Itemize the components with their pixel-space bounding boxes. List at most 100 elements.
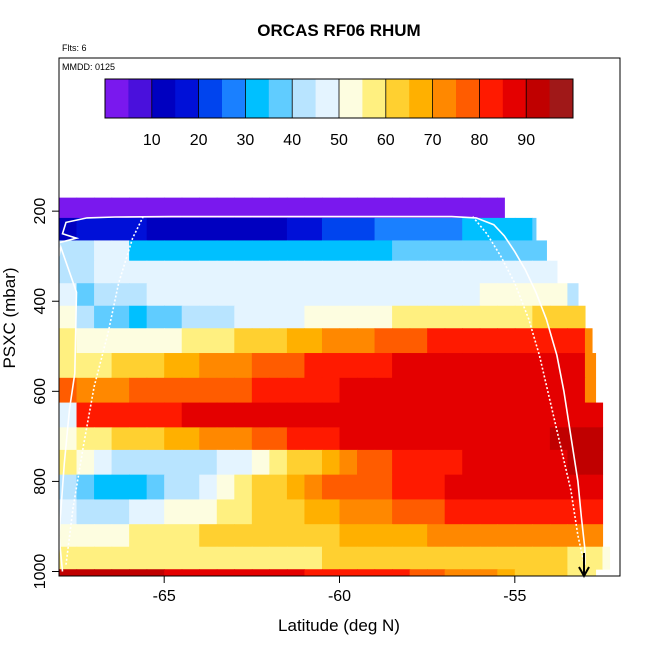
heat-cell [76, 427, 95, 451]
heat-cell [251, 546, 270, 570]
heat-cell [427, 260, 446, 284]
heat-cell [514, 524, 533, 548]
heat-cell [584, 524, 604, 548]
heat-cell [444, 377, 463, 403]
heat-cell [321, 546, 341, 570]
heat-cell [444, 260, 463, 284]
heat-cell [111, 427, 130, 451]
heat-cell [164, 217, 183, 241]
colorbar-tick-label: 30 [237, 132, 255, 149]
heat-cell [497, 402, 516, 428]
heat-cell [392, 449, 411, 476]
heat-cell [602, 546, 611, 570]
heat-cell [479, 260, 498, 284]
heat-cell [514, 328, 533, 354]
heat-cell [164, 240, 183, 262]
x-axis: -65 -60 -55 [153, 576, 526, 605]
heat-cell [234, 197, 253, 219]
heat-cell [94, 546, 113, 570]
heat-cell [164, 353, 183, 379]
heat-cell [392, 260, 411, 284]
heat-cell [549, 524, 569, 548]
heat-cell [269, 240, 288, 262]
heat-cell [234, 499, 253, 525]
heat-cell [427, 217, 446, 241]
heat-cell [427, 402, 446, 428]
heat-cell [181, 377, 200, 403]
heat-cell [94, 427, 113, 451]
heat-cell [392, 524, 411, 548]
heat-cell [234, 217, 253, 241]
heat-cell [339, 402, 358, 428]
heat-cell [304, 305, 323, 329]
heat-cell [199, 217, 218, 241]
heat-cell [392, 305, 411, 329]
heat-cell [94, 499, 113, 525]
heat-cell [286, 546, 306, 570]
heat-cell [304, 449, 323, 476]
heat-cell [129, 427, 148, 451]
heat-cell [129, 240, 148, 262]
heat-cell [374, 427, 393, 451]
heat-cell [321, 474, 341, 500]
heat-cell [532, 328, 551, 354]
heat-cell [549, 260, 558, 284]
heat-cell [146, 305, 165, 329]
heat-cell [462, 474, 481, 500]
heat-cell [216, 305, 235, 329]
heat-cell [497, 353, 516, 379]
heat-cell [164, 569, 183, 576]
heat-cell [251, 449, 270, 476]
heat-cell [59, 197, 78, 219]
heat-cell [269, 377, 288, 403]
heat-cell [199, 283, 218, 307]
heat-cell [94, 328, 113, 354]
heat-cell [374, 474, 393, 500]
heat-cell [269, 474, 288, 500]
heat-cell [479, 328, 498, 354]
heat-cell [462, 260, 481, 284]
heat-cell [549, 402, 569, 428]
heat-cell [567, 305, 586, 329]
heat-cell [514, 402, 533, 428]
colorbar-segment [315, 79, 340, 118]
colorbar-segment [151, 79, 176, 118]
heat-cell [357, 499, 376, 525]
heat-cell [199, 305, 218, 329]
heat-cell [339, 353, 358, 379]
heat-cell [409, 524, 428, 548]
flight-track-descent [65, 216, 144, 565]
heat-cell [164, 449, 183, 476]
heat-cell [234, 569, 253, 576]
heat-cell [479, 474, 498, 500]
heat-cell [94, 197, 113, 219]
heat-cell [286, 377, 306, 403]
heat-cell [584, 377, 597, 403]
heat-cell [444, 197, 463, 219]
heat-cell [216, 427, 235, 451]
heat-cell [409, 197, 428, 219]
colorbar-tick-label: 40 [283, 132, 301, 149]
heat-cell [321, 377, 341, 403]
heat-cell [286, 499, 306, 525]
heat-cell [479, 283, 498, 307]
heat-cell [409, 305, 428, 329]
heat-cell [94, 353, 113, 379]
heat-cell [427, 197, 446, 219]
heat-cell [514, 427, 533, 451]
colorbar-segment [385, 79, 410, 118]
heat-cell [409, 283, 428, 307]
colorbar-tick-label: 50 [330, 132, 348, 149]
heat-cell [164, 283, 183, 307]
heat-cell [321, 402, 341, 428]
heat-cell [286, 197, 306, 219]
heat-cell [584, 328, 593, 354]
heat-cell [59, 569, 78, 576]
heat-cell [444, 449, 463, 476]
heat-cell [462, 377, 481, 403]
heat-cell [269, 353, 288, 379]
heat-cell [111, 524, 130, 548]
heat-cell [374, 283, 393, 307]
heat-cell [567, 524, 586, 548]
heat-cell [339, 524, 358, 548]
